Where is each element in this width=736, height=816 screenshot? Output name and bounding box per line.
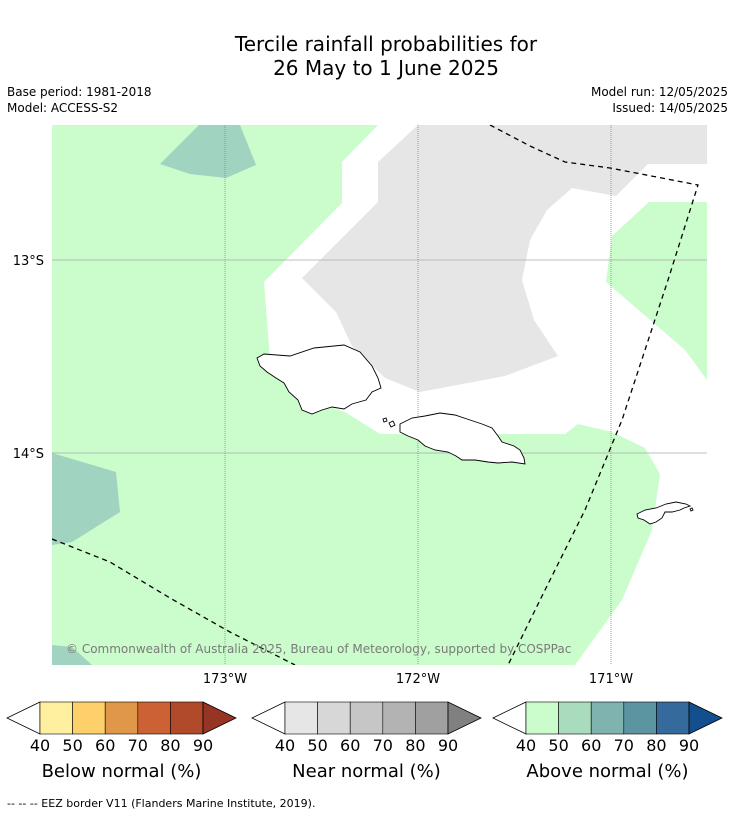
gridlines [52, 125, 707, 665]
below-normal-colorbar: 40 50 60 70 80 90 Below normal (%) [6, 701, 237, 782]
manono-island [382, 417, 388, 423]
below-normal-bin-70 [137, 701, 171, 735]
above-normal-50-patch-south [52, 645, 92, 665]
eez-border-southwest [52, 538, 296, 665]
above-normal-colorbar-title: Above normal (%) [526, 761, 688, 782]
below-normal-colorbar-title: Below normal (%) [42, 761, 202, 782]
below-normal-tick-60: 60 [95, 736, 115, 755]
near-normal-colorbar: 40 50 60 70 80 90 Near normal (%) [251, 701, 482, 782]
below-normal-bin-60 [104, 701, 139, 735]
above-normal-bin-40 [525, 701, 559, 735]
above-normal-tick-80: 80 [646, 736, 666, 755]
below-normal-tick-40: 40 [30, 736, 50, 755]
title-line-2: 26 May to 1 June 2025 [273, 56, 499, 80]
near-normal-bin-80 [415, 701, 449, 735]
near-normal-tick-40: 40 [275, 736, 295, 755]
above-normal-colorbar: 40 50 60 70 80 90 Above normal (%) [492, 701, 723, 782]
islands [256, 344, 694, 525]
above-normal-tick-90: 90 [679, 736, 699, 755]
near-normal-tick-60: 60 [340, 736, 360, 755]
base-period: Base period: 1981-2018 [7, 85, 152, 99]
above-normal-bin-50 [558, 701, 592, 735]
below-normal-bin-80 [170, 701, 204, 735]
meta-right: Model run: 12/05/2025 Issued: 14/05/2025 [591, 84, 728, 116]
upolu-island [399, 412, 526, 465]
near-normal-tick-90: 90 [438, 736, 458, 755]
lon-label-173w: 173°W [203, 672, 247, 687]
eez-borders [52, 125, 699, 665]
above-normal-bin-60 [590, 701, 625, 735]
aunuu-island [689, 507, 694, 512]
chart-title: Tercile rainfall probabilities for 26 Ma… [0, 32, 736, 80]
near-normal-tick-50: 50 [307, 736, 327, 755]
lon-label-172w: 172°W [396, 672, 440, 687]
above-normal-extend-low [492, 701, 527, 735]
title-line-1: Tercile rainfall probabilities for [234, 32, 538, 56]
above-normal-50-patch-north [160, 125, 256, 178]
below-normal-bin-40 [39, 701, 73, 735]
above-normal-40-region-east [606, 202, 707, 380]
below-normal-tick-50: 50 [62, 736, 82, 755]
near-normal-40-region [302, 125, 707, 392]
tutuila-island [636, 501, 692, 525]
issued-date: Issued: 14/05/2025 [612, 101, 728, 115]
copyright-watermark: © Commonwealth of Australia 2025, Bureau… [66, 642, 571, 656]
model-name: Model: ACCESS-S2 [7, 101, 119, 115]
above-normal-tick-60: 60 [581, 736, 601, 755]
apolima-island [388, 420, 396, 428]
meta-left: Base period: 1981-2018 Model: ACCESS-S2 [7, 84, 152, 116]
below-normal-bin-50 [72, 701, 106, 735]
map-area: © Commonwealth of Australia 2025, Bureau… [52, 125, 707, 665]
near-normal-bin-40 [284, 701, 318, 735]
above-normal-50-patch-west [52, 453, 120, 545]
lat-label-14s: 14°S [13, 447, 44, 462]
near-normal-extend-high [447, 701, 482, 735]
near-normal-tick-70: 70 [373, 736, 393, 755]
below-normal-extend-low [6, 701, 41, 735]
near-normal-bin-50 [317, 701, 351, 735]
colorbars: 40 50 60 70 80 90 Below normal (%) 40 50 60 70 80 90… [6, 701, 723, 782]
above-normal-tick-70: 70 [614, 736, 634, 755]
above-normal-bin-80 [656, 701, 690, 735]
above-normal-tick-40: 40 [516, 736, 536, 755]
above-normal-extend-high [688, 701, 723, 735]
below-normal-tick-80: 80 [160, 736, 180, 755]
below-normal-tick-90: 90 [193, 736, 213, 755]
below-normal-tick-70: 70 [128, 736, 148, 755]
near-normal-bin-60 [349, 701, 384, 735]
near-normal-extend-low [251, 701, 286, 735]
model-run: Model run: 12/05/2025 [590, 85, 728, 99]
savaii-island [256, 344, 382, 415]
near-normal-tick-80: 80 [405, 736, 425, 755]
eez-footnote: -- -- -- EEZ border V11 (Flanders Marine… [7, 797, 316, 810]
above-normal-bin-70 [623, 701, 657, 735]
axis-labels: 13°S 14°S 173°W 172°W 171°W [13, 254, 634, 687]
lon-label-171w: 171°W [589, 672, 633, 687]
near-normal-bin-70 [382, 701, 416, 735]
above-normal-tick-50: 50 [548, 736, 568, 755]
eez-border-northeast [489, 125, 699, 665]
lat-label-13s: 13°S [13, 254, 44, 269]
near-normal-colorbar-title: Near normal (%) [292, 761, 441, 782]
below-normal-extend-high [202, 701, 237, 735]
